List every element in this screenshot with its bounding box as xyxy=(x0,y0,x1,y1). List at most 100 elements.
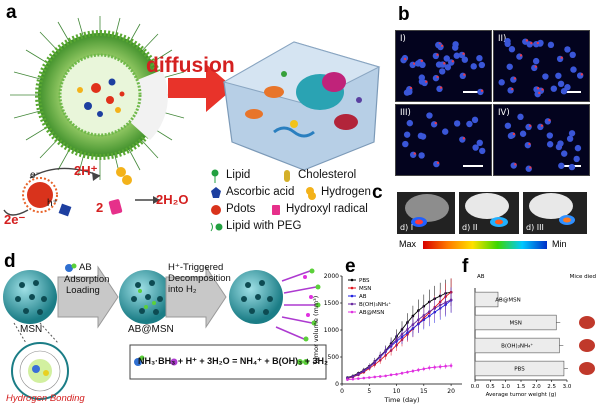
x-tick-label: 1.0 xyxy=(501,384,510,390)
data-point xyxy=(433,365,437,369)
data-point xyxy=(346,378,349,381)
data-point xyxy=(411,369,415,373)
data-point xyxy=(378,355,382,358)
panel-label-c: c xyxy=(372,182,383,203)
x-tick-label: 5 xyxy=(367,388,371,395)
mouse-image-2: d) II xyxy=(459,192,519,234)
ab-msn-label: AB@MSN xyxy=(128,324,174,335)
x-axis-label: Average tumor weight (g) xyxy=(486,392,557,398)
ab-label: AB xyxy=(79,262,92,273)
liposome-illustration xyxy=(10,16,190,180)
bar xyxy=(474,314,557,331)
panel-label-f: f xyxy=(462,256,469,277)
data-point xyxy=(438,365,442,369)
data-point xyxy=(427,310,431,313)
data-point xyxy=(427,366,431,370)
legend-label: AB@MSN xyxy=(359,310,384,316)
data-point xyxy=(373,360,377,364)
data-point xyxy=(378,375,382,378)
panel-a-legend: Lipid Cholesterol Ascorbic acid Hydrogen… xyxy=(210,169,385,249)
x-tick-label: 20 xyxy=(447,388,455,395)
pdots-icon xyxy=(211,205,221,215)
legend-label: MSN xyxy=(359,286,371,292)
data-point xyxy=(389,343,393,347)
data-point xyxy=(438,303,442,307)
data-point xyxy=(444,301,447,304)
h-plus-text: h⁺ xyxy=(47,198,58,209)
msn-label: MSN xyxy=(20,324,43,335)
two-e-text: 2e⁻ xyxy=(4,212,26,227)
lipid-peg-icon xyxy=(210,222,223,232)
microscopy-tile-4: IV) xyxy=(493,104,590,176)
data-point xyxy=(373,375,377,379)
step1-line2: Loading xyxy=(66,285,100,296)
x-tick-label: 15 xyxy=(420,388,428,395)
legend-label: PBS xyxy=(359,278,370,284)
note-top-left: AB xyxy=(477,274,485,280)
colorbar-min-label: Min xyxy=(552,239,567,249)
x-tick-label: 0 xyxy=(340,388,344,395)
data-point xyxy=(367,376,371,379)
legend-item-lipid-peg: Lipid with PEG xyxy=(210,220,301,239)
step2-line1: H⁺-Triggered xyxy=(168,262,224,273)
tumor-weight-chart: 0.0 0.5 1.0 1.5 2.0 2.5 3.0 Average tumor weigh… xyxy=(471,274,596,398)
legend-item-cholesterol: Cholesterol xyxy=(282,169,356,188)
data-point xyxy=(395,338,398,342)
data-point xyxy=(400,333,404,336)
x-tick-label: 0.0 xyxy=(471,384,480,390)
step2-line2: Decomposition xyxy=(168,273,231,284)
data-point xyxy=(433,307,437,310)
legend-label: B(OH)₃NH₄⁺ xyxy=(359,301,391,308)
data-point xyxy=(417,318,420,322)
microscopy-tile-2: II) xyxy=(493,30,590,102)
cell-illustration xyxy=(222,41,381,171)
data-point xyxy=(357,377,360,380)
y-tick-label: 2000 xyxy=(324,273,339,280)
hydrogen-icon xyxy=(306,187,316,200)
lipid-icon xyxy=(211,169,219,183)
decomposition-equation: NH₃·BH₃ + H⁺ + 3H₂O = NH₄⁺ + B(OH)₃ + 3H… xyxy=(138,356,329,366)
legend-item-pdots: Pdots xyxy=(210,203,255,222)
microscopy-tile-1: I) xyxy=(395,30,492,102)
step1-line1: Adsorption xyxy=(64,274,110,285)
y-tick-label: 1500 xyxy=(324,300,339,307)
two-text: 2 xyxy=(96,200,104,215)
data-point xyxy=(362,369,366,372)
bar xyxy=(474,337,560,354)
legend-item-hydroxyl-radical: Hydroxyl radical xyxy=(270,203,368,222)
data-point xyxy=(449,364,453,367)
e-minus-text: e⁻ xyxy=(30,170,41,181)
data-point xyxy=(417,368,420,372)
panel-label-b: b xyxy=(398,4,410,25)
data-point xyxy=(384,349,387,353)
water-text: 2H₂O xyxy=(156,192,189,207)
data-point xyxy=(367,365,371,369)
data-point xyxy=(449,298,453,302)
hydroxyl-radical-icon xyxy=(272,205,280,215)
bar-label: B(OH)₃NH₄⁺ xyxy=(501,343,533,350)
bar-label: AB@MSN xyxy=(495,298,520,304)
data-point xyxy=(395,372,398,376)
tumor-photo xyxy=(579,362,595,375)
step2-line3: into H₂ xyxy=(168,284,197,295)
hydrogen-bonding-label: Hydrogen Bonding xyxy=(6,393,85,404)
microscopy-tile-3: III) xyxy=(395,104,492,176)
panel-d-scheme xyxy=(3,265,327,400)
colorbar-max-label: Max xyxy=(399,239,417,249)
mouse-image-1: d) I xyxy=(397,192,455,234)
y-axis-label: Tumor volume (mm³) xyxy=(312,296,320,366)
legend-marker xyxy=(350,302,354,306)
data-point xyxy=(400,371,404,375)
x-tick-label: 3.0 xyxy=(563,384,572,390)
tumor-volume-chart: 0 5 10 15 20 0 500 1000 1500 2000 Time (day) Tumor … xyxy=(312,273,462,404)
panel-label-a: a xyxy=(6,2,17,23)
data-point xyxy=(411,323,415,326)
legend-marker xyxy=(350,310,354,314)
x-tick-label: 10 xyxy=(393,388,401,395)
data-point xyxy=(351,375,355,378)
ab-molecule-icon xyxy=(65,263,77,272)
reaction-scheme xyxy=(3,167,160,217)
data-point xyxy=(406,370,409,374)
legend-marker xyxy=(350,286,354,290)
bar-label: MSN xyxy=(509,321,521,327)
